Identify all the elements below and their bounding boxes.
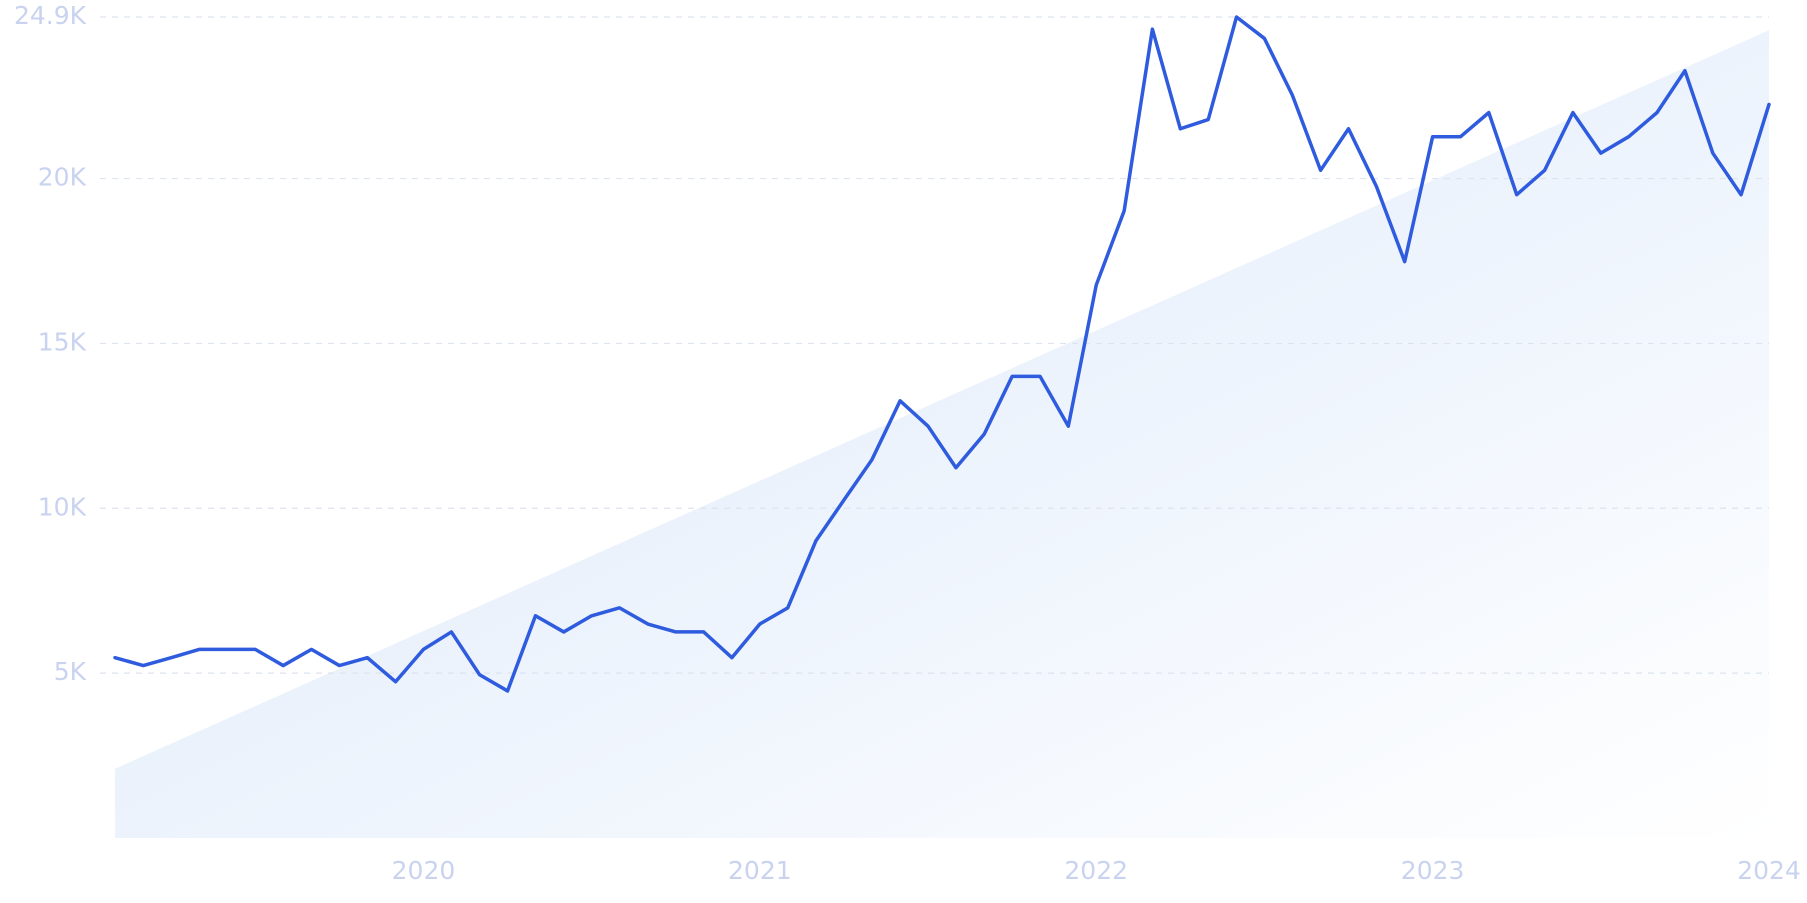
x-tick-label: 2021 [728,856,792,885]
y-tick-label: 10K [38,492,87,521]
y-tick-label: 5K [54,657,87,686]
x-tick-label: 2022 [1064,856,1128,885]
data-line [113,15,1771,693]
x-tick-label: 2020 [392,856,456,885]
trend-area [115,30,1769,838]
y-tick-label: 24.9K [14,1,87,30]
x-tick-label: 2024 [1737,856,1801,885]
y-tick-label: 20K [38,163,87,192]
y-tick-label: 15K [38,327,87,356]
x-tick-label: 2023 [1401,856,1465,885]
